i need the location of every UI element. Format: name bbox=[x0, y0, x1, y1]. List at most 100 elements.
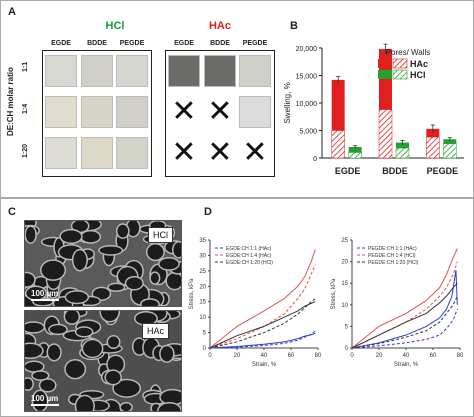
d-xtick-label: 20 bbox=[376, 353, 383, 359]
hac-sample-0-2 bbox=[239, 55, 271, 87]
panel-a-label: A bbox=[8, 6, 16, 18]
sem-pore bbox=[65, 360, 85, 378]
hcl-sample-1-0 bbox=[45, 96, 77, 128]
hac-not-formed-1-1: ✕ bbox=[207, 94, 233, 129]
sem-pore bbox=[147, 244, 164, 260]
sem-pore bbox=[60, 230, 82, 243]
d-series-line bbox=[351, 295, 458, 349]
d-series-line bbox=[209, 264, 316, 349]
d-ytick-label: 10 bbox=[341, 303, 348, 309]
sem-pore bbox=[135, 312, 157, 325]
b-ytick-label: 15,000 bbox=[296, 74, 318, 81]
sem-pore bbox=[108, 284, 124, 291]
sem-pore bbox=[120, 403, 132, 411]
sem-pore bbox=[105, 370, 121, 384]
scale-text-hcl: 100 µm bbox=[31, 289, 59, 298]
d-xtick-label: 40 bbox=[261, 353, 268, 359]
d-ytick-label: 20 bbox=[341, 260, 348, 266]
d-xtick-label: 20 bbox=[234, 353, 241, 359]
sem-pore bbox=[25, 343, 43, 358]
d-series-line bbox=[351, 261, 458, 349]
d-series-line bbox=[351, 270, 458, 349]
sem-pore bbox=[49, 325, 67, 334]
d-ytick-label: 0 bbox=[203, 346, 207, 352]
b-ytick-label: 0 bbox=[313, 156, 317, 163]
legend-swatch-pores-hcl bbox=[378, 70, 392, 79]
d-ytick-label: 20 bbox=[199, 284, 206, 290]
row-label-0: 1:1 bbox=[22, 61, 29, 72]
d-ytick-label: 35 bbox=[199, 238, 206, 244]
panel-b-label: B bbox=[290, 20, 298, 32]
hac-col-pegde: PEGDE bbox=[242, 40, 268, 47]
sem-texture-hac bbox=[25, 311, 181, 411]
bar-walls-hac-bdde bbox=[378, 109, 393, 159]
legend-swatch-pores-hac bbox=[378, 59, 392, 68]
sem-pore bbox=[73, 250, 87, 270]
scale-bar-hac bbox=[31, 404, 59, 406]
d-ytick-label: 5 bbox=[345, 324, 349, 330]
bar-pores-hcl-egde bbox=[348, 147, 362, 153]
sem-pore bbox=[127, 221, 140, 236]
hcl-sample-0-1 bbox=[81, 55, 113, 87]
d-ytick-label: 25 bbox=[199, 269, 206, 275]
hcl-sample-2-1 bbox=[81, 137, 113, 169]
hcl-header: HCl bbox=[105, 20, 125, 32]
hac-col-bdde: BDDE bbox=[210, 40, 230, 47]
d-ytick-label: 15 bbox=[341, 281, 348, 287]
sem-pore bbox=[159, 258, 179, 270]
sem-pore bbox=[26, 287, 46, 300]
d-ytick-label: 15 bbox=[199, 300, 206, 306]
d-legend-label: EGDE:CH 1:20 (HCl) bbox=[226, 260, 273, 266]
sem-pore bbox=[133, 338, 146, 355]
hcl-sample-1-1 bbox=[81, 96, 113, 128]
sem-pore bbox=[48, 344, 61, 360]
b-ytick-label: 20,000 bbox=[296, 46, 318, 53]
row-label-1: 1:4 bbox=[22, 103, 29, 114]
d-xtick-label: 0 bbox=[350, 353, 354, 359]
b-ylabel: Swelling, % bbox=[283, 82, 292, 123]
sem-pore bbox=[141, 299, 159, 306]
sem-pore bbox=[66, 291, 88, 303]
sem-pore bbox=[25, 226, 36, 243]
bar-walls-hcl-egde bbox=[348, 152, 362, 159]
d-xtick-label: 80 bbox=[315, 353, 322, 359]
sem-pore bbox=[160, 346, 174, 362]
hac-sample-0-0 bbox=[168, 55, 200, 87]
bar-pores-hcl-pegde bbox=[443, 139, 457, 144]
d-legend-label: EGDE:CH 1:1 (HAc) bbox=[226, 246, 272, 252]
bar-walls-hcl-pegde bbox=[443, 143, 457, 159]
hcl-col-egde: EGDE bbox=[51, 40, 71, 47]
bar-walls-hac-pegde bbox=[426, 136, 440, 159]
d-ylabel: Stress, kPa bbox=[331, 278, 337, 309]
hcl-sample-0-0 bbox=[45, 55, 77, 87]
b-category-bdde: BDDE bbox=[382, 166, 408, 176]
sem-pore bbox=[158, 403, 181, 411]
sem-pore bbox=[72, 221, 88, 232]
sem-pore bbox=[99, 246, 122, 255]
legend-label-hac: HAc bbox=[410, 59, 428, 69]
d-series-line bbox=[209, 301, 316, 349]
sem-pore bbox=[126, 277, 143, 290]
d-xtick-label: 60 bbox=[288, 353, 295, 359]
d-series-line bbox=[351, 282, 458, 349]
panel-c-label: C bbox=[8, 206, 16, 218]
hcl-col-bdde: BDDE bbox=[87, 40, 107, 47]
bar-pores-hac-pegde bbox=[426, 128, 440, 138]
hcl-sample-2-0 bbox=[45, 137, 77, 169]
b-ytick-label: 5,000 bbox=[299, 129, 317, 136]
scale-bar-hcl bbox=[31, 299, 59, 301]
d-xtick-label: 60 bbox=[430, 353, 437, 359]
sem-pore bbox=[76, 396, 94, 411]
b-legend-title: Pores/ Walls bbox=[386, 48, 431, 57]
bar-walls-hac-egde bbox=[331, 130, 345, 159]
stress-strain-chart-pegde: 0 20 40 60 80 0 5 10 15 20 25 Strain, % Stress, kPa P… bbox=[331, 238, 464, 368]
d-ytick-label: 0 bbox=[345, 346, 349, 352]
sem-pore bbox=[117, 224, 129, 238]
sem-pore bbox=[25, 322, 44, 333]
sem-pore bbox=[166, 273, 181, 289]
sem-pore bbox=[25, 362, 44, 372]
d-series-line bbox=[209, 330, 316, 349]
d-xlabel: Strain, % bbox=[252, 362, 277, 368]
d-series-line bbox=[209, 249, 316, 349]
swelling-bar-chart: 0 5,000 10,000 15,000 20,000 Swelling, % EGDE B… bbox=[283, 43, 464, 176]
